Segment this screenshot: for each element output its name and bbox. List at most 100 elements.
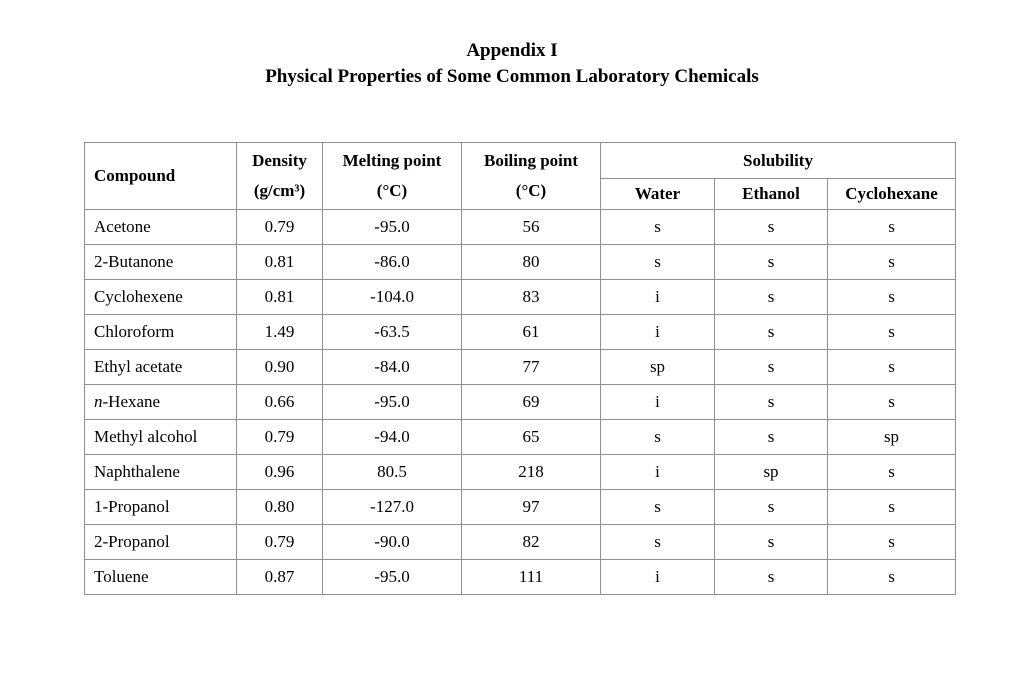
water-cell: i	[600, 559, 715, 595]
compound-cell: 2-Propanol	[84, 524, 237, 560]
header-melting-point-label: Melting point	[342, 151, 442, 170]
ethanol-cell: s	[714, 244, 828, 280]
header-solubility: Solubility	[600, 142, 956, 179]
table-row: Chloroform 1.49 -63.5 61 i s s	[84, 314, 956, 350]
table-row: 2-Propanol 0.79 -90.0 82 s s s	[84, 524, 956, 560]
table-row: Naphthalene 0.96 80.5 218 i sp s	[84, 454, 956, 490]
water-cell: s	[600, 244, 715, 280]
melting-point-cell: -95.0	[322, 209, 462, 245]
table-row: Cyclohexene 0.81 -104.0 83 i s s	[84, 279, 956, 315]
table-row: Acetone 0.79 -95.0 56 s s s	[84, 209, 956, 245]
boiling-point-cell: 65	[461, 419, 601, 455]
melting-point-cell: -90.0	[322, 524, 462, 560]
table-row: 2-Butanone 0.81 -86.0 80 s s s	[84, 244, 956, 280]
page-subtitle: Physical Properties of Some Common Labor…	[265, 66, 759, 87]
boiling-point-cell: 69	[461, 384, 601, 420]
ethanol-cell: s	[714, 524, 828, 560]
chemical-properties-table: Compound Density (g/cm³) Melting point (…	[84, 142, 956, 595]
table-row: 1-Propanol 0.80 -127.0 97 s s s	[84, 489, 956, 525]
water-cell: s	[600, 419, 715, 455]
table-row: Toluene 0.87 -95.0 111 i s s	[84, 559, 956, 595]
boiling-point-cell: 80	[461, 244, 601, 280]
melting-point-cell: -104.0	[322, 279, 462, 315]
header-water: Water	[600, 178, 715, 210]
title-block: Appendix I Physical Properties of Some C…	[0, 0, 1024, 90]
compound-cell: Chloroform	[84, 314, 237, 350]
boiling-point-cell: 61	[461, 314, 601, 350]
density-cell: 0.79	[236, 524, 323, 560]
table-row: Methyl alcohol 0.79 -94.0 65 s s sp	[84, 419, 956, 455]
compound-italic-prefix: n	[94, 392, 103, 411]
header-boiling-point: Boiling point (°C)	[461, 142, 601, 210]
boiling-point-cell: 97	[461, 489, 601, 525]
table-row: Ethyl acetate 0.90 -84.0 77 sp s s	[84, 349, 956, 385]
melting-point-cell: -127.0	[322, 489, 462, 525]
header-cyclohexane: Cyclohexane	[827, 178, 956, 210]
boiling-point-cell: 111	[461, 559, 601, 595]
cyclohexane-cell: s	[827, 384, 956, 420]
density-cell: 0.90	[236, 349, 323, 385]
cyclohexane-cell: s	[827, 349, 956, 385]
ethanol-cell: s	[714, 349, 828, 385]
density-cell: 0.80	[236, 489, 323, 525]
cyclohexane-cell: sp	[827, 419, 956, 455]
boiling-point-cell: 56	[461, 209, 601, 245]
compound-cell: Naphthalene	[84, 454, 237, 490]
ethanol-cell: sp	[714, 454, 828, 490]
header-compound: Compound	[84, 142, 237, 210]
water-cell: i	[600, 454, 715, 490]
water-cell: i	[600, 384, 715, 420]
water-cell: i	[600, 279, 715, 315]
cyclohexane-cell: s	[827, 279, 956, 315]
cyclohexane-cell: s	[827, 244, 956, 280]
melting-point-cell: -63.5	[322, 314, 462, 350]
header-density: Density (g/cm³)	[236, 142, 323, 210]
page-title: Appendix I	[466, 40, 558, 61]
compound-cell: 1-Propanol	[84, 489, 237, 525]
density-cell: 0.79	[236, 419, 323, 455]
water-cell: s	[600, 489, 715, 525]
table-row: n-Hexane 0.66 -95.0 69 i s s	[84, 384, 956, 420]
compound-cell: 2-Butanone	[84, 244, 237, 280]
ethanol-cell: s	[714, 559, 828, 595]
ethanol-cell: s	[714, 384, 828, 420]
density-cell: 0.79	[236, 209, 323, 245]
table-body: Acetone 0.79 -95.0 56 s s s 2-Butanone 0.81 -86.0…	[84, 209, 956, 595]
header-density-label: Density	[252, 151, 307, 170]
density-cell: 0.81	[236, 279, 323, 315]
cyclohexane-cell: s	[827, 524, 956, 560]
header-density-unit: (g/cm³)	[253, 181, 306, 200]
ethanol-cell: s	[714, 209, 828, 245]
compound-cell: Methyl alcohol	[84, 419, 237, 455]
melting-point-cell: 80.5	[322, 454, 462, 490]
boiling-point-cell: 218	[461, 454, 601, 490]
ethanol-cell: s	[714, 279, 828, 315]
water-cell: s	[600, 209, 715, 245]
header-boiling-point-unit: (°C)	[515, 181, 547, 200]
cyclohexane-cell: s	[827, 559, 956, 595]
cyclohexane-cell: s	[827, 454, 956, 490]
boiling-point-cell: 82	[461, 524, 601, 560]
density-cell: 1.49	[236, 314, 323, 350]
water-cell: i	[600, 314, 715, 350]
melting-point-cell: -86.0	[322, 244, 462, 280]
density-cell: 0.96	[236, 454, 323, 490]
water-cell: sp	[600, 349, 715, 385]
header-boiling-point-label: Boiling point	[483, 151, 578, 170]
header-ethanol: Ethanol	[714, 178, 828, 210]
header-melting-point: Melting point (°C)	[322, 142, 462, 210]
cyclohexane-cell: s	[827, 314, 956, 350]
density-cell: 0.87	[236, 559, 323, 595]
compound-cell: Acetone	[84, 209, 237, 245]
ethanol-cell: s	[714, 314, 828, 350]
density-cell: 0.81	[236, 244, 323, 280]
cyclohexane-cell: s	[827, 209, 956, 245]
compound-cell: n-Hexane	[84, 384, 237, 420]
boiling-point-cell: 77	[461, 349, 601, 385]
compound-cell: Cyclohexene	[84, 279, 237, 315]
melting-point-cell: -95.0	[322, 384, 462, 420]
water-cell: s	[600, 524, 715, 560]
cyclohexane-cell: s	[827, 489, 956, 525]
boiling-point-cell: 83	[461, 279, 601, 315]
